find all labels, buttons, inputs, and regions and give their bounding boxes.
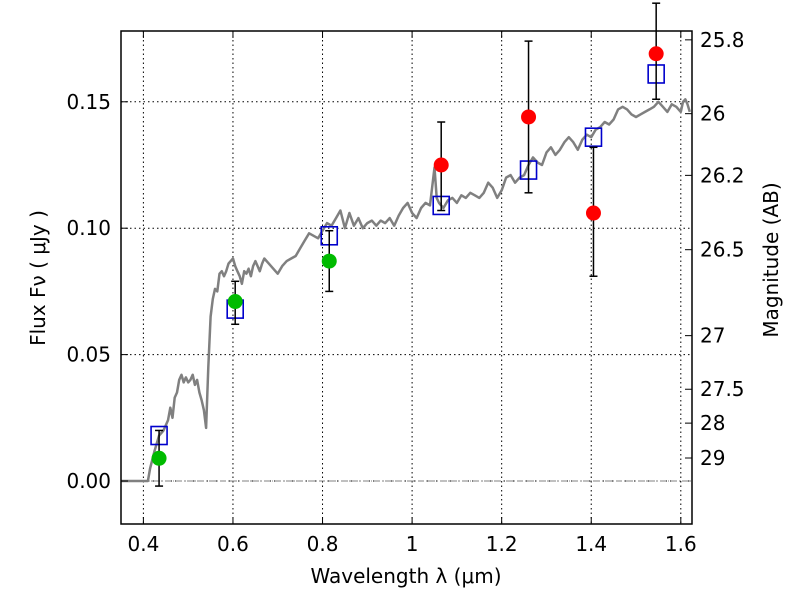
green-data-point bbox=[321, 253, 337, 269]
model-photometry-box bbox=[584, 127, 603, 147]
x-tick-label: 1.2 bbox=[486, 532, 518, 556]
model-spectrum-line bbox=[121, 98, 691, 483]
green-data-point bbox=[227, 294, 243, 310]
y-tick-label: 0.10 bbox=[66, 216, 111, 240]
red-data-point bbox=[433, 157, 449, 173]
green-data-point bbox=[151, 450, 167, 466]
x-tick-label: 0.6 bbox=[217, 532, 249, 556]
y2-tick-label: 26.5 bbox=[700, 238, 745, 262]
y2-tick-label: 25.8 bbox=[700, 28, 745, 52]
y2-tick-label: 27 bbox=[700, 324, 725, 348]
red-data-point bbox=[585, 205, 601, 221]
y2-tick-label: 28 bbox=[700, 411, 725, 435]
plot-frame bbox=[120, 30, 693, 525]
y-tick-label: 0.15 bbox=[66, 90, 111, 114]
y2-tick-label: 27.5 bbox=[700, 377, 745, 401]
grid-layer bbox=[121, 31, 692, 524]
x-tick-label: 0.8 bbox=[307, 532, 339, 556]
y2-tick-label: 26 bbox=[700, 102, 725, 126]
x-tick-label: 0.4 bbox=[127, 532, 159, 556]
tick-layer: 0.4 0.6 0.8 1 1.2 1.4 1.6 0.00 0.05 0.10 0.15 25.8 2… bbox=[66, 28, 744, 556]
y2-tick-label: 26.2 bbox=[700, 163, 745, 187]
y-axis-title: Flux Fν ( μJy ) bbox=[26, 210, 50, 346]
red-data-point bbox=[521, 109, 537, 125]
plot-layer bbox=[121, 2, 691, 487]
y-tick-label: 0.05 bbox=[66, 343, 111, 367]
red-data-point bbox=[648, 46, 664, 62]
x-axis-title: Wavelength λ (μm) bbox=[310, 564, 501, 588]
x-tick-label: 1.4 bbox=[575, 532, 607, 556]
x-tick-label: 1 bbox=[406, 532, 419, 556]
y-tick-label: 0.00 bbox=[66, 469, 111, 493]
y2-axis-title: Magnitude (AB) bbox=[759, 182, 783, 337]
y2-tick-label: 29 bbox=[700, 446, 725, 470]
x-tick-label: 1.6 bbox=[665, 532, 697, 556]
